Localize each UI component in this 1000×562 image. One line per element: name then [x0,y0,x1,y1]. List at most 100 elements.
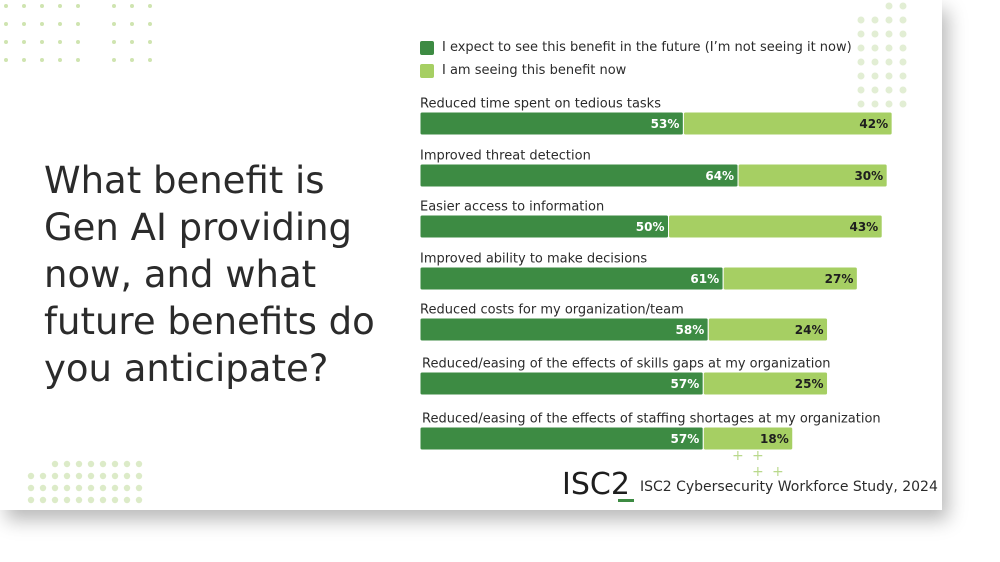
decorative-dot [111,496,119,504]
bar-future [419,426,704,451]
decorative-dot [99,460,107,468]
logo-text: ISC2 [562,467,630,502]
decorative-dot [148,22,152,26]
decorative-dot [40,4,44,8]
decorative-dot [76,58,80,62]
decorative-dot [99,484,107,492]
decorative-dot [148,58,152,62]
decorative-dot [135,496,143,504]
decorative-dot [885,58,893,66]
category-label: Improved threat detection [420,149,591,164]
decorative-dot [63,484,71,492]
decorative-dot [885,2,893,10]
decorative-dots-top-left [4,4,152,62]
decorative-dot [123,496,131,504]
legend-swatch-future [420,40,434,55]
decorative-dot [871,72,879,80]
bar-future [419,111,684,136]
data-label-future: 57% [671,377,700,391]
data-label-future: 58% [676,323,705,337]
decorative-plus-icon: + [732,448,744,464]
data-label-now: 24% [795,323,824,337]
data-label-now: 18% [760,432,789,446]
decorative-dot [4,58,8,62]
decorative-dot [871,86,879,94]
decorative-dot [22,58,26,62]
decorative-dot [857,72,865,80]
decorative-plus-icon: + [752,448,764,464]
stacked-bar-chart: Reduced time spent on tedious tasks 53% 42… [419,97,893,451]
bar-future [419,317,709,342]
decorative-dot [885,30,893,38]
decorative-dot [39,496,47,504]
decorative-dot [123,484,131,492]
decorative-dot [87,472,95,480]
decorative-dot [899,16,907,24]
data-label-future: 50% [636,220,665,234]
decorative-dot [99,496,107,504]
decorative-dot [135,460,143,468]
decorative-dot [899,100,907,108]
decorative-dot [40,40,44,44]
decorative-dot [75,460,83,468]
decorative-dot [857,30,865,38]
decorative-dot [130,4,134,8]
decorative-dot [4,22,8,26]
decorative-dot [75,484,83,492]
decorative-dot [885,100,893,108]
data-label-future: 61% [690,272,719,286]
decorative-dot [111,460,119,468]
decorative-dot [857,100,865,108]
decorative-dot [63,460,71,468]
decorative-dot [39,472,47,480]
decorative-dot [22,22,26,26]
decorative-dot [123,460,131,468]
bar-now [737,163,888,188]
bar-now [682,111,893,136]
decorative-dot [899,58,907,66]
decorative-dot [51,460,59,468]
data-label-now: 42% [859,117,888,131]
decorative-dot [112,40,116,44]
decorative-dot [899,30,907,38]
decorative-dot [857,44,865,52]
bar-now [668,214,883,239]
footer: ISC2 ISC2 Cybersecurity Workforce Study,… [562,467,938,502]
decorative-dot [22,4,26,8]
decorative-dot [130,22,134,26]
decorative-dot [51,472,59,480]
category-label: Improved ability to make decisions [420,252,647,267]
decorative-dot [871,100,879,108]
data-label-future: 64% [705,169,734,183]
decorative-dot [58,4,62,8]
data-label-future: 57% [671,432,700,446]
decorative-dot [51,484,59,492]
decorative-dot [87,460,95,468]
decorative-dot [885,72,893,80]
slide: What benefit is Gen AI providing now, an… [4,2,938,504]
decorative-dot [899,86,907,94]
decorative-dot [871,30,879,38]
decorative-dot [123,472,131,480]
decorative-dot [899,72,907,80]
decorative-dot [76,4,80,8]
category-label: Reduced/easing of the effects of staffin… [422,412,881,427]
bar-future [419,266,724,291]
decorative-dot [87,496,95,504]
legend-label-future: I expect to see this benefit in the futu… [442,40,852,55]
decorative-dot [112,22,116,26]
decorative-dot [76,22,80,26]
category-label: Reduced/easing of the effects of skills … [422,357,831,372]
decorative-dot [885,16,893,24]
page-title: What benefit is Gen AI providing now, an… [44,159,375,390]
decorative-dot [22,40,26,44]
legend-swatch-now [420,63,434,78]
legend-label-now: I am seeing this benefit now [442,63,627,78]
legend-item-now: I am seeing this benefit now [420,59,852,82]
decorative-dot [148,4,152,8]
decorative-dot [899,44,907,52]
data-label-now: 43% [849,220,878,234]
decorative-dot [857,16,865,24]
decorative-dot [148,40,152,44]
decorative-dot [40,22,44,26]
